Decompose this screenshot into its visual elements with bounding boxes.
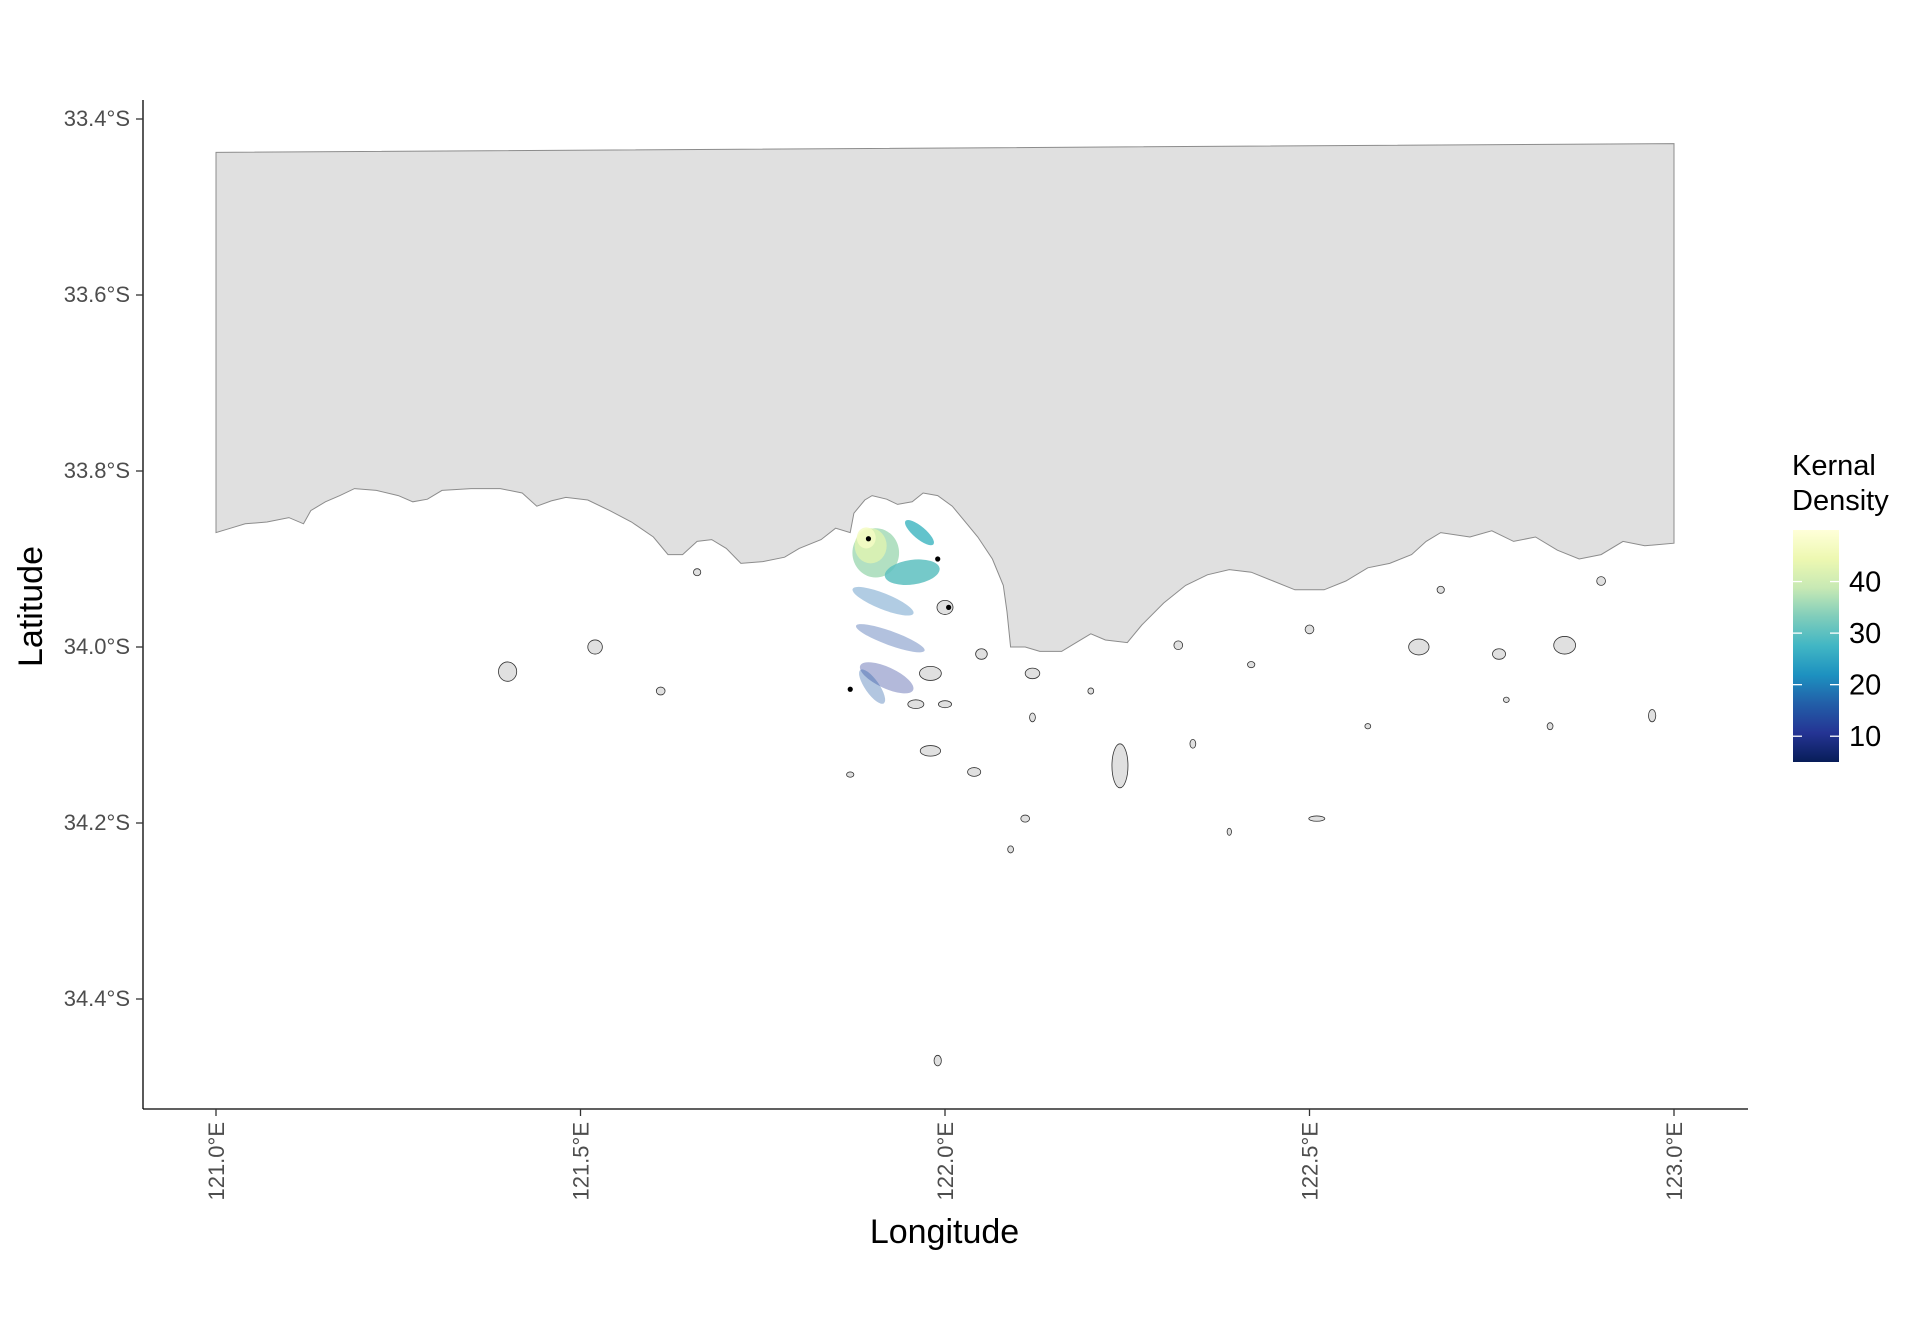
x-tick-label: 121.5°E (569, 1122, 594, 1201)
island (1087, 687, 1095, 695)
island (907, 699, 925, 709)
legend: Kernal Density 40 30 20 10 (1792, 450, 1889, 762)
axes: 33.4°S 33.6°S 33.8°S 34.0°S 34.2°S 34.4°S 121.… (64, 100, 1748, 1201)
x-tick-label: 123.0°E (1662, 1122, 1687, 1201)
observation-point (946, 604, 952, 611)
observation-point (847, 686, 853, 692)
map-panel (215, 143, 1675, 1067)
island (1247, 661, 1256, 669)
island (1111, 743, 1129, 789)
island (1226, 827, 1232, 836)
legend-break-label: 30 (1849, 618, 1881, 650)
land-layer (215, 143, 1675, 1067)
island (1304, 624, 1315, 635)
island (936, 599, 954, 615)
island (1173, 640, 1184, 651)
y-tick-label: 33.4°S (64, 106, 130, 131)
island (1436, 585, 1445, 594)
island (1308, 815, 1326, 822)
island (1364, 723, 1372, 730)
island (1024, 667, 1041, 680)
density-contour (852, 586, 914, 616)
observation-point (865, 536, 872, 542)
island (1648, 709, 1657, 723)
y-tick-label: 34.0°S (64, 634, 130, 659)
y-tick-label: 34.4°S (64, 986, 130, 1011)
legend-break-label: 20 (1849, 670, 1881, 702)
legend-title-line-2: Density (1792, 485, 1889, 517)
island (1492, 648, 1507, 660)
density-contour (859, 669, 886, 704)
points-layer (847, 536, 952, 692)
legend-ticks: 40 30 20 10 (1793, 567, 1881, 753)
density-layer (852, 519, 940, 704)
island (655, 686, 666, 696)
island (498, 661, 518, 682)
legend-break-label: 10 (1849, 721, 1881, 753)
island (919, 745, 942, 757)
island (587, 639, 603, 655)
density-contour (855, 624, 925, 653)
x-tick-label: 122.0°E (933, 1122, 958, 1201)
density-contour (884, 559, 940, 585)
island (846, 771, 855, 778)
y-axis-title: Latitude (12, 546, 50, 667)
y-tick-label: 34.2°S (64, 810, 130, 835)
island (1020, 814, 1030, 823)
x-tick-label: 121.0°E (204, 1122, 229, 1201)
island (1189, 738, 1197, 749)
island (919, 665, 942, 681)
x-tick-label: 122.5°E (1298, 1122, 1323, 1201)
legend-break-label: 40 (1849, 567, 1881, 599)
legend-colorbar (1793, 530, 1839, 762)
island (1408, 638, 1430, 656)
island (1029, 712, 1036, 723)
y-tick-label: 33.6°S (64, 282, 130, 307)
island (933, 1054, 942, 1067)
island (693, 568, 702, 577)
observation-point (935, 556, 941, 562)
y-tick-label: 33.8°S (64, 458, 130, 483)
island (1007, 845, 1014, 854)
island (1596, 576, 1606, 586)
x-axis-title: Longitude (870, 1213, 1019, 1251)
density-contour (904, 519, 934, 546)
island (967, 767, 982, 777)
island (1546, 722, 1554, 731)
island (1553, 636, 1576, 655)
island (938, 700, 952, 709)
legend-title-line-1: Kernal (1792, 450, 1876, 482)
density-contour (859, 662, 914, 694)
island (975, 648, 988, 660)
mainland (215, 143, 1675, 652)
island (1503, 696, 1510, 703)
